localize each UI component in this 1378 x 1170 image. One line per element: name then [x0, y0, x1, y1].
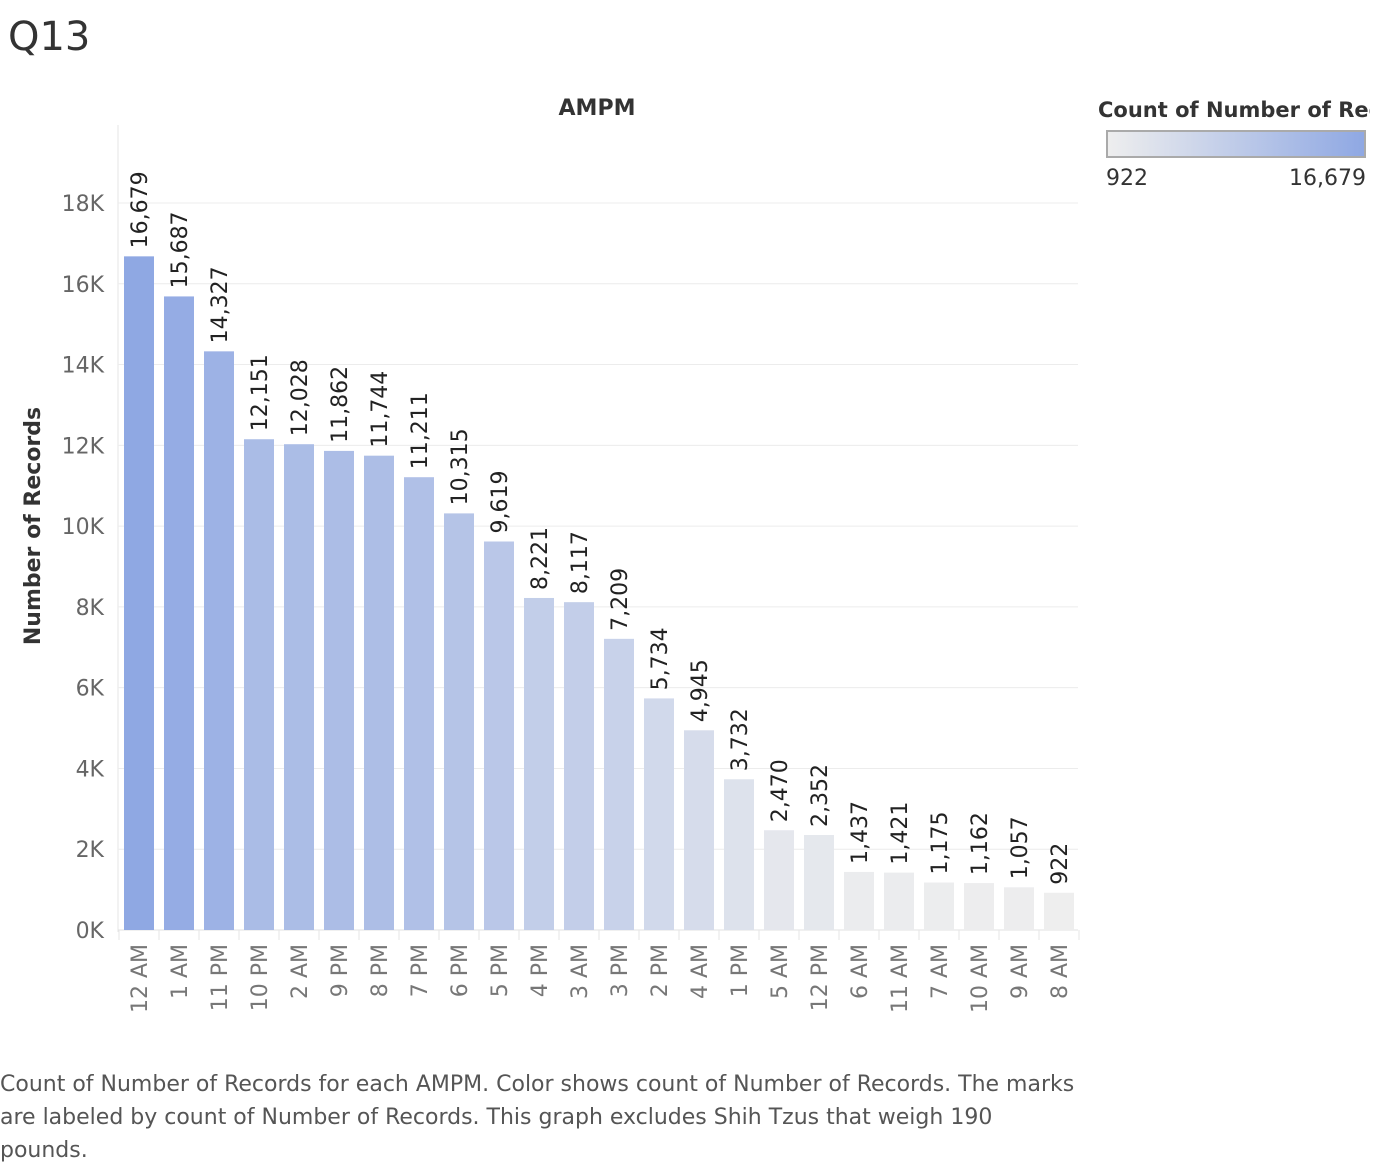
data-label: 2,352 [808, 764, 833, 827]
data-label: 3,732 [728, 708, 753, 771]
bars [124, 256, 1074, 930]
data-label: 9,619 [488, 471, 513, 534]
bar [524, 597, 554, 930]
data-label: 16,679 [128, 171, 153, 248]
x-tick-label: 9 AM [1008, 944, 1033, 999]
data-label: 7,209 [608, 568, 633, 631]
x-tick-label: 12 PM [808, 944, 833, 1011]
data-label: 10,315 [448, 428, 473, 505]
data-label: 11,744 [368, 371, 393, 448]
page-title: Q13 [8, 14, 91, 60]
data-label: 8,117 [568, 531, 593, 594]
legend-title: Count of Number of Rec.. [1098, 98, 1370, 122]
bar [804, 835, 834, 930]
bar [404, 477, 434, 930]
chart-caption: Count of Number of Records for each AMPM… [0, 1072, 1075, 1163]
bar [964, 883, 994, 930]
x-tick-label: 7 AM [928, 944, 953, 999]
bar [364, 455, 394, 930]
y-tick-label: 8K [76, 596, 105, 621]
y-tick-label: 2K [76, 838, 105, 863]
x-tick-label: 1 AM [168, 944, 193, 999]
y-axis-title: Number of Records [21, 407, 46, 645]
x-tick-label: 6 AM [848, 944, 873, 999]
bar [324, 450, 354, 930]
data-label: 1,421 [888, 802, 913, 865]
data-label: 12,151 [248, 354, 273, 431]
x-tick-label: 2 AM [288, 944, 313, 999]
chart-title: AMPM [559, 96, 636, 121]
y-tick-label: 16K [62, 273, 105, 298]
x-tick-label: 5 AM [768, 944, 793, 999]
bar [644, 698, 674, 930]
bar [564, 602, 594, 930]
bar [924, 882, 954, 930]
color-legend: Count of Number of Rec.. 922 16,679 [1098, 98, 1370, 191]
x-axis-ticks: 12 AM 1 AM 11 PM 10 PM 2 AM 9 PM 8 PM 7 PM 6 PM 5… [118, 930, 1080, 1013]
data-label: 14,327 [208, 266, 233, 343]
bar [164, 296, 194, 930]
legend-gradient [1106, 130, 1366, 158]
y-axis-ticks: 0K 2K 4K 6K 8K 10K 12K 14K 16K 18K [62, 192, 105, 944]
bar [244, 439, 274, 930]
data-labels: 16,679 15,687 14,327 12,151 12,028 11,862 11,7… [128, 171, 1073, 884]
x-tick-label: 3 AM [568, 944, 593, 999]
bar [684, 730, 714, 930]
bar [884, 872, 914, 930]
bar [204, 351, 234, 930]
x-tick-label: 12 AM [128, 944, 153, 1013]
bar [1044, 892, 1074, 930]
legend-max-label: 16,679 [1289, 166, 1366, 191]
data-label: 1,057 [1008, 816, 1033, 879]
x-tick-label: 10 PM [248, 944, 273, 1011]
bar [724, 779, 754, 930]
y-tick-label: 6K [76, 677, 105, 702]
x-tick-label: 9 PM [328, 944, 353, 997]
y-tick-label: 12K [62, 434, 105, 459]
data-label: 2,470 [768, 759, 793, 822]
x-tick-label: 8 AM [1048, 944, 1073, 999]
data-label: 922 [1048, 843, 1073, 885]
x-tick-label: 1 PM [728, 944, 753, 997]
x-tick-label: 8 PM [368, 944, 393, 997]
data-label: 8,221 [528, 527, 553, 590]
y-tick-label: 14K [62, 354, 105, 379]
legend-min-label: 922 [1106, 166, 1148, 191]
bar [124, 256, 154, 930]
x-tick-label: 7 PM [408, 944, 433, 997]
y-tick-label: 0K [76, 919, 105, 944]
x-tick-label: 4 PM [528, 944, 553, 997]
x-tick-label: 3 PM [608, 944, 633, 997]
data-label: 11,862 [328, 366, 353, 443]
x-tick-label: 11 PM [208, 944, 233, 1011]
data-label: 1,162 [968, 812, 993, 875]
data-label: 12,028 [288, 359, 313, 436]
data-label: 11,211 [408, 392, 433, 469]
legend-labels: 922 16,679 [1106, 166, 1366, 191]
data-label: 1,175 [928, 812, 953, 875]
data-label: 4,945 [688, 659, 713, 722]
x-tick-label: 11 AM [888, 944, 913, 1013]
y-tick-label: 10K [62, 515, 105, 540]
bar [844, 871, 874, 930]
data-label: 15,687 [168, 211, 193, 288]
y-tick-label: 4K [76, 757, 105, 782]
x-tick-label: 4 AM [688, 944, 713, 999]
x-tick-label: 2 PM [648, 944, 673, 997]
data-label: 1,437 [848, 801, 873, 864]
bar [444, 513, 474, 930]
bar [604, 638, 634, 930]
y-tick-label: 18K [62, 192, 105, 217]
x-tick-label: 5 PM [488, 944, 513, 997]
bar [1004, 887, 1034, 930]
bar [284, 444, 314, 930]
bar [484, 541, 514, 930]
bar-chart: 16,679 15,687 14,327 12,151 12,028 11,862 11,7… [21, 96, 1080, 1013]
grid-lines [117, 125, 1078, 932]
x-tick-label: 10 AM [968, 944, 993, 1013]
x-tick-label: 6 PM [448, 944, 473, 997]
bar [764, 830, 794, 930]
data-label: 5,734 [648, 627, 673, 690]
